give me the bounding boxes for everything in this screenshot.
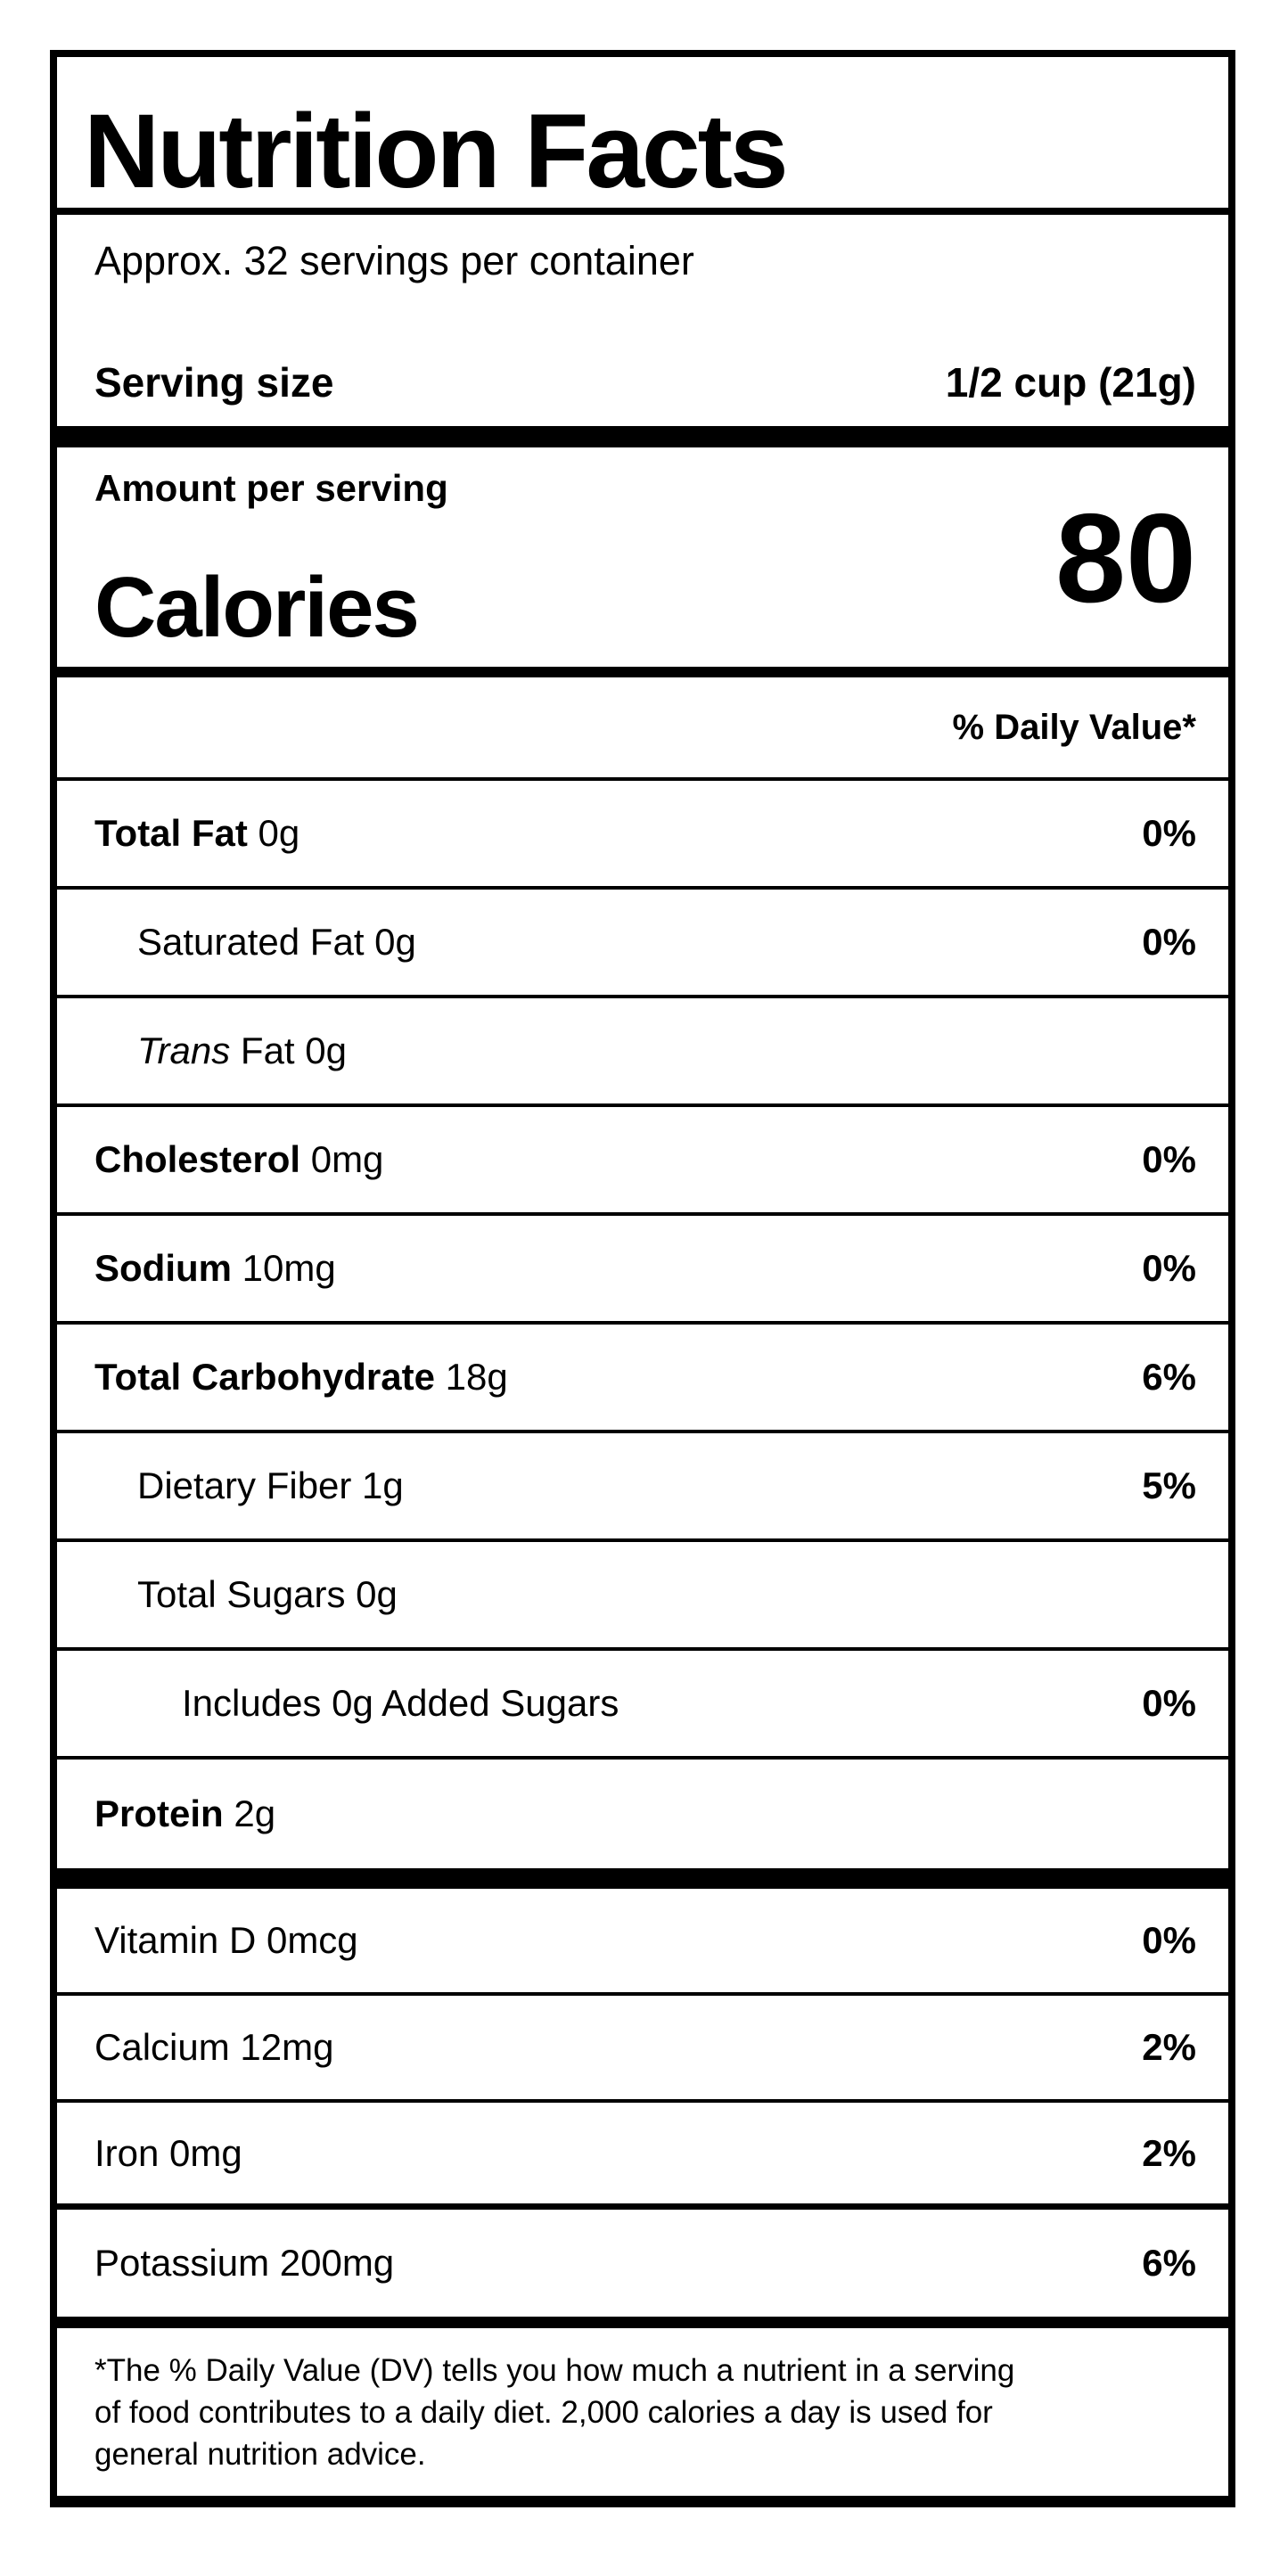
serving-size-label: Serving size <box>94 359 334 406</box>
nutrient-name-bold: Total Fat <box>94 812 248 854</box>
nutrient-name: Protein 2g <box>94 1793 275 1835</box>
amount-per-serving-label: Amount per serving <box>94 467 448 509</box>
nutrient-row: Saturated Fat 0g 0% <box>57 890 1228 998</box>
micronutrient-name: Iron 0mg <box>94 2131 242 2174</box>
nutrient-name: Total Sugars 0g <box>137 1573 398 1616</box>
nutrient-name-bold: Total Carbohydrate <box>94 1356 435 1398</box>
calories-left-column: Amount per serving Calories <box>94 460 448 658</box>
thick-divider-protein <box>57 1868 1228 1889</box>
nutrient-name-text: Fat 0g <box>230 1030 347 1071</box>
nutrient-row: Trans Fat 0g <box>57 998 1228 1107</box>
nutrient-name: Dietary Fiber 1g <box>137 1464 404 1507</box>
micronutrient-percent: 0% <box>1142 1919 1196 1961</box>
calories-label: Calories <box>94 560 420 655</box>
servings-per-container: Approx. 32 servings per container <box>94 238 694 283</box>
nutrient-name: Total Carbohydrate 18g <box>94 1356 508 1399</box>
nutrient-name: Includes 0g Added Sugars <box>182 1682 619 1725</box>
micronutrient-percent: 2% <box>1142 2131 1196 2174</box>
nutrient-percent: 5% <box>1142 1464 1196 1506</box>
micronutrient-row: Potassium 200mg 6% <box>57 2210 1228 2317</box>
nutrient-percent: 0% <box>1142 1682 1196 1724</box>
nutrient-name: Trans Fat 0g <box>137 1030 347 1072</box>
nutrient-name: Sodium 10mg <box>94 1247 336 1290</box>
nutrient-row: Includes 0g Added Sugars 0% <box>57 1651 1228 1760</box>
micronutrient-row: Iron 0mg 2% <box>57 2103 1228 2210</box>
nutrient-name-text: 10mg <box>232 1247 336 1289</box>
nutrient-name-text: 0mg <box>300 1138 384 1180</box>
micronutrient-percent: 2% <box>1142 2026 1196 2068</box>
nutrition-facts-label: Nutrition Facts Approx. 32 servings per … <box>50 50 1235 2507</box>
thick-divider-footnote <box>57 2317 1228 2328</box>
footnote-line: general nutrition advice. <box>94 2437 426 2472</box>
footnote-line: *The % Daily Value (DV) tells you how mu… <box>94 2353 1015 2388</box>
nutrient-row: Cholesterol 0mg 0% <box>57 1107 1228 1216</box>
micronutrient-name: Potassium 200mg <box>94 2242 395 2284</box>
calories-value: 80 <box>1055 488 1196 629</box>
micronutrient-rows-section: Vitamin D 0mcg 0% Calcium 12mg 2% Iron 0mg 2%… <box>57 1889 1228 2317</box>
nutrient-percent: 0% <box>1142 812 1196 854</box>
nutrient-name-italic: Trans <box>137 1030 231 1071</box>
nutrient-row: Sodium 10mg 0% <box>57 1216 1228 1325</box>
nutrient-name-text: 2g <box>223 1793 276 1834</box>
nutrient-name-bold: Sodium <box>94 1247 232 1289</box>
calories-block: Amount per serving Calories 80 <box>57 447 1228 667</box>
nutrient-row: Protein 2g <box>57 1760 1228 1868</box>
daily-value-footnote: *The % Daily Value (DV) tells you how mu… <box>57 2328 1228 2496</box>
micronutrient-name: Vitamin D 0mcg <box>94 1919 358 1961</box>
micronutrient-row: Calcium 12mg 2% <box>57 1996 1228 2103</box>
nutrient-name-bold: Protein <box>94 1793 224 1834</box>
nutrient-name: Total Fat 0g <box>94 812 299 855</box>
nutrient-rows-section: Total Fat 0g 0% Saturated Fat 0g 0% Trans Fa… <box>57 781 1228 1868</box>
thick-divider-serving <box>57 426 1228 447</box>
nutrient-percent: 6% <box>1142 1356 1196 1398</box>
thick-divider-calories <box>57 667 1228 677</box>
nutrient-name: Saturated Fat 0g <box>137 921 416 964</box>
nutrient-row: Total Sugars 0g <box>57 1542 1228 1651</box>
daily-value-header: % Daily Value* <box>57 677 1228 781</box>
nutrient-name-text: Includes 0g Added Sugars <box>182 1682 619 1724</box>
micronutrient-row: Vitamin D 0mcg 0% <box>57 1889 1228 1996</box>
label-title: Nutrition Facts <box>84 93 789 210</box>
nutrient-name-bold: Cholesterol <box>94 1138 301 1180</box>
nutrient-percent: 0% <box>1142 1247 1196 1289</box>
micronutrient-percent: 6% <box>1142 2242 1196 2284</box>
title-block: Nutrition Facts <box>57 57 1228 215</box>
nutrient-percent: 0% <box>1142 921 1196 963</box>
nutrient-name-text: 18g <box>434 1356 508 1398</box>
micronutrient-name: Calcium 12mg <box>94 2026 334 2068</box>
nutrient-percent: 0% <box>1142 1138 1196 1180</box>
nutrient-row: Dietary Fiber 1g 5% <box>57 1433 1228 1542</box>
nutrient-row: Total Carbohydrate 18g 6% <box>57 1325 1228 1433</box>
servings-block: Approx. 32 servings per container Servin… <box>57 215 1228 426</box>
nutrient-name: Cholesterol 0mg <box>94 1138 383 1181</box>
footnote-line: of food contributes to a daily diet. 2,0… <box>94 2395 993 2430</box>
nutrient-name-text: 0g <box>247 812 300 854</box>
serving-size-row: Serving size 1/2 cup (21g) <box>94 358 1196 406</box>
nutrient-name-text: Saturated Fat 0g <box>137 921 416 963</box>
nutrient-row: Total Fat 0g 0% <box>57 781 1228 890</box>
serving-size-value: 1/2 cup (21g) <box>945 359 1196 406</box>
nutrient-name-text: Dietary Fiber 1g <box>137 1464 404 1506</box>
nutrient-name-text: Total Sugars 0g <box>137 1573 398 1615</box>
